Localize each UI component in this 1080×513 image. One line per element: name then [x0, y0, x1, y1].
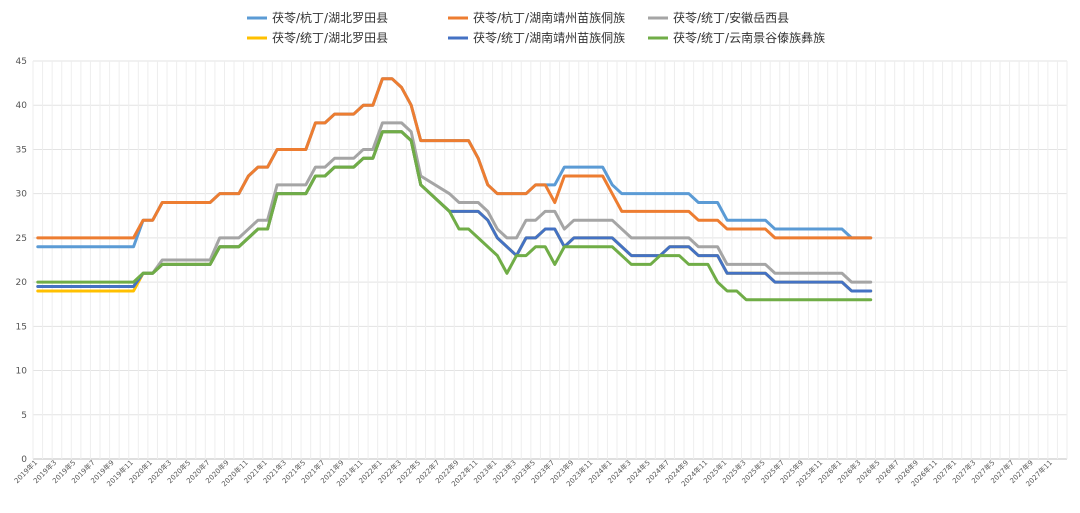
y-tick-label: 25: [16, 234, 27, 244]
y-tick-label: 45: [16, 57, 27, 67]
legend-item-1: 茯苓/杭丁/湖北罗田县: [247, 10, 388, 25]
legend-label: 茯苓/杭丁/湖南靖州苗族侗族: [473, 10, 625, 25]
legend-label: 茯苓/统丁/湖南靖州苗族侗族: [473, 30, 625, 45]
legend-item-6: 茯苓/统丁/云南景谷傣族彝族: [648, 30, 825, 45]
legend-item-3: 茯苓/统丁/安徽岳西县: [648, 10, 789, 25]
legend-item-4: 茯苓/统丁/湖北罗田县: [247, 30, 388, 45]
legend-label: 茯苓/统丁/安徽岳西县: [673, 10, 789, 25]
y-tick-label: 20: [16, 278, 28, 288]
legend-label: 茯苓/统丁/云南景谷傣族彝族: [673, 30, 825, 45]
legend-label: 茯苓/统丁/湖北罗田县: [272, 30, 388, 45]
y-tick-label: 10: [16, 367, 28, 377]
axes: 0510152025303540452019年12019年32019年52019…: [12, 57, 1054, 488]
y-tick-label: 30: [16, 190, 28, 200]
gridlines: [32, 60, 1068, 460]
legend-item-2: 茯苓/杭丁/湖南靖州苗族侗族: [448, 10, 625, 25]
legend-item-5: 茯苓/统丁/湖南靖州苗族侗族: [448, 30, 625, 45]
y-tick-label: 5: [21, 411, 27, 421]
y-tick-label: 0: [21, 455, 27, 465]
legend: 茯苓/杭丁/湖北罗田县 茯苓/杭丁/湖南靖州苗族侗族 茯苓/统丁/安徽岳西县茯苓/统…: [247, 10, 825, 45]
y-tick-label: 35: [16, 145, 27, 155]
series-lines: [36, 77, 873, 302]
legend-label: 茯苓/杭丁/湖北罗田县: [272, 10, 388, 25]
y-tick-label: 15: [16, 322, 27, 332]
series-line-6: [36, 130, 873, 302]
series-line-2: [36, 77, 873, 240]
y-tick-label: 40: [16, 101, 28, 111]
series-line-3: [36, 121, 873, 289]
